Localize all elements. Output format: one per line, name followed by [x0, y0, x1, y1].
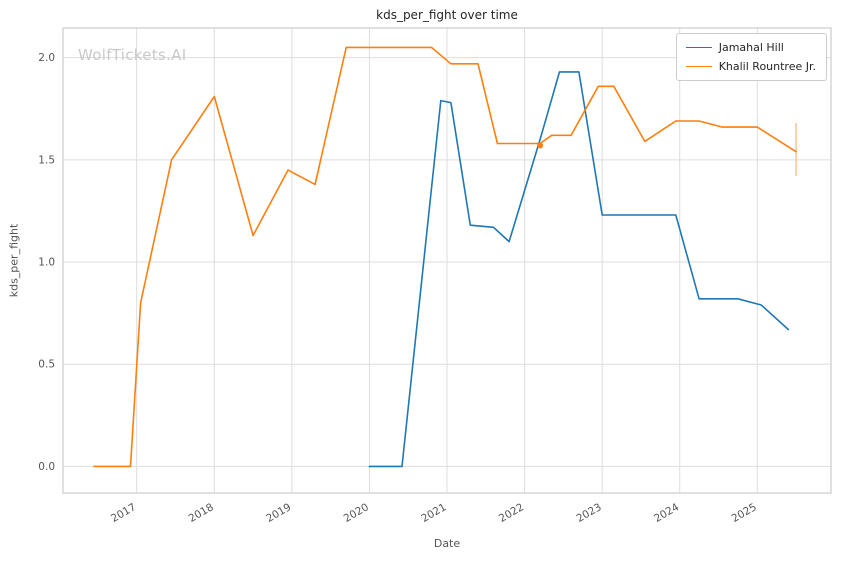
svg-text:2023: 2023 — [574, 501, 603, 525]
chart-title: kds_per_fight over time — [376, 8, 518, 22]
svg-text:2021: 2021 — [419, 501, 448, 525]
legend-line-sample — [685, 47, 712, 48]
svg-text:2024: 2024 — [652, 501, 681, 525]
legend-item-khalil-rountree-jr: Khalil Rountree Jr. — [685, 60, 816, 73]
x-tick-labels: 2017 2018 2019 2020 2021 2022 2023 2024 2025 — [109, 501, 759, 525]
series-line-khalil-rountree-jr- — [93, 46, 797, 468]
svg-text:0.5: 0.5 — [38, 359, 55, 371]
svg-text:0.0: 0.0 — [38, 461, 55, 473]
y-tick-labels: 0.0 0.5 1.0 1.5 2.0 — [38, 52, 55, 473]
legend-label: Jamahal Hill — [718, 41, 784, 54]
svg-text:2022: 2022 — [497, 501, 526, 525]
legend-line-sample — [685, 66, 712, 67]
legend-label: Khalil Rountree Jr. — [718, 60, 816, 73]
plot-border — [62, 27, 832, 494]
svg-text:2017: 2017 — [109, 501, 138, 525]
y-axis-label: kds_per_fight — [7, 223, 21, 298]
svg-text:2025: 2025 — [730, 501, 759, 525]
chart-legend: Jamahal Hill Khalil Rountree Jr. — [675, 33, 827, 81]
svg-text:2020: 2020 — [342, 501, 371, 525]
point-marker — [537, 142, 544, 149]
series-line-jamahal-hill — [368, 71, 790, 468]
svg-text:2018: 2018 — [187, 501, 216, 525]
svg-text:2.0: 2.0 — [38, 52, 55, 64]
legend-item-jamahal-hill: Jamahal Hill — [685, 41, 816, 54]
x-axis-label: Date — [433, 537, 461, 550]
svg-text:1.5: 1.5 — [38, 154, 55, 166]
watermark: WolfTickets.AI — [78, 46, 187, 64]
gridlines — [63, 28, 831, 493]
svg-text:2019: 2019 — [264, 501, 293, 525]
svg-text:1.0: 1.0 — [38, 257, 55, 269]
